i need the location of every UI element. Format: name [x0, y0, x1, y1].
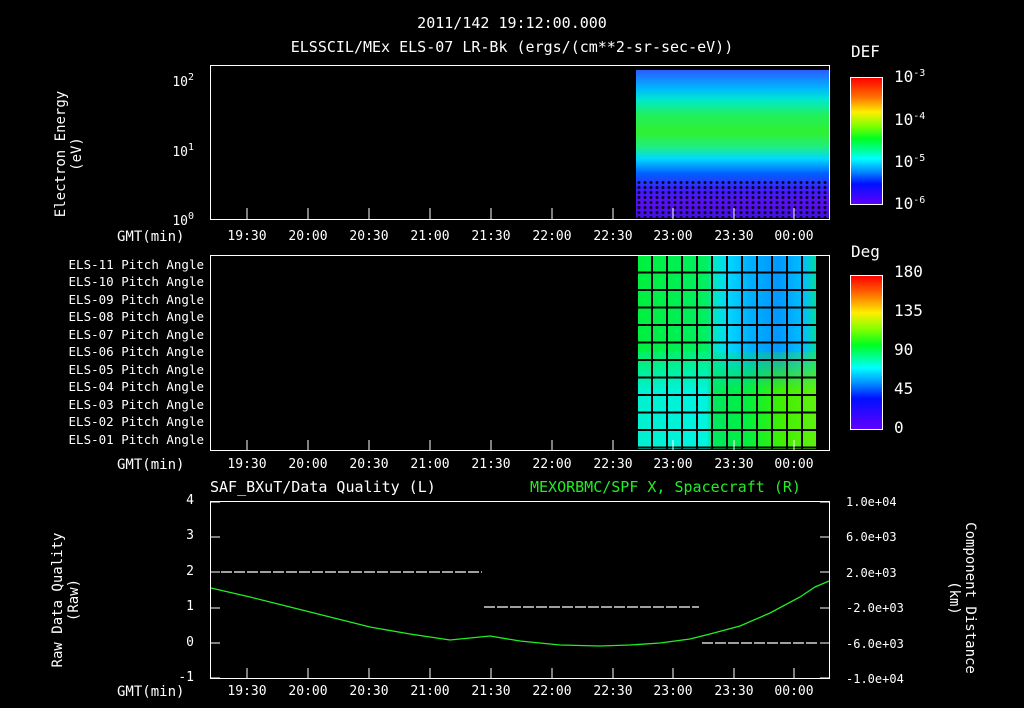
def-colorbar-title: DEF — [851, 42, 880, 61]
left-ytick: 4 — [186, 493, 194, 508]
panel2-xtick: 00:00 — [774, 457, 814, 472]
panel3-right-title: MEXORBMC/SPF X, Spacecraft (R) — [530, 478, 801, 496]
panel2-time-label: GMT(min) — [117, 457, 185, 473]
pitch-row-label: ELS-03 Pitch Angle — [68, 397, 204, 412]
panel2-frame — [210, 255, 830, 451]
pitch-row-label: ELS-09 Pitch Angle — [68, 292, 204, 307]
deg-colorbar-title: Deg — [851, 242, 880, 261]
def-colorbar-tick: 10-4 — [894, 110, 926, 129]
panel3-left-title: SAF_BXuT/Data Quality (L) — [210, 478, 436, 496]
pitch-row-label: ELS-02 Pitch Angle — [68, 414, 204, 429]
panel2-xtick: 19:30 — [227, 457, 267, 472]
panel1-xtick: 21:00 — [410, 229, 450, 244]
panel1-xtick: 23:00 — [653, 229, 693, 244]
pitch-row-label: ELS-08 Pitch Angle — [68, 309, 204, 324]
panel1-ytick-10: 101 — [172, 142, 194, 160]
def-colorbar-tick: 10-6 — [894, 194, 926, 213]
pitch-row-label: ELS-06 Pitch Angle — [68, 344, 204, 359]
def-colorbar — [850, 77, 883, 205]
energy-spectrogram-dropouts — [636, 180, 829, 218]
panel1-time-label: GMT(min) — [117, 229, 185, 245]
deg-colorbar — [850, 275, 883, 430]
deg-colorbar-tick: 180 — [894, 262, 923, 281]
deg-colorbar-tick: 0 — [894, 418, 904, 437]
panel2-xtick: 20:30 — [349, 457, 389, 472]
plot-subtitle: ELSSCIL/MEx ELS-07 LR-Bk (ergs/(cm**2-sr… — [290, 38, 734, 56]
pitch-row-label: ELS-11 Pitch Angle — [68, 257, 204, 272]
panel2-xtick: 23:30 — [714, 457, 754, 472]
panel3-xtick: 22:30 — [593, 684, 633, 699]
panel1-xtick: 22:30 — [593, 229, 633, 244]
panel3-xtick: 20:00 — [288, 684, 328, 699]
panel3-xtick: 23:00 — [653, 684, 693, 699]
right-ytick: 6.0e+03 — [846, 530, 897, 544]
left-ytick: 0 — [186, 635, 194, 650]
panel3-xtick: 20:30 — [349, 684, 389, 699]
panel1-ytick-1: 100 — [172, 211, 194, 229]
pitch-angle-grid — [638, 256, 818, 449]
left-ytick: 3 — [186, 528, 194, 543]
panel1-xtick: 20:00 — [288, 229, 328, 244]
left-ytick: 1 — [186, 599, 194, 614]
panel2-xtick: 22:00 — [532, 457, 572, 472]
panel1-xtick: 21:30 — [471, 229, 511, 244]
pitch-row-label: ELS-10 Pitch Angle — [68, 274, 204, 289]
left-ytick: 2 — [186, 564, 194, 579]
panel2-xtick: 20:00 — [288, 457, 328, 472]
panel1-frame — [210, 65, 830, 220]
def-colorbar-tick: 10-5 — [894, 152, 926, 171]
right-ytick: -1.0e+04 — [846, 672, 904, 686]
pitch-row-label: ELS-07 Pitch Angle — [68, 327, 204, 342]
deg-colorbar-tick: 135 — [894, 301, 923, 320]
deg-colorbar-tick: 90 — [894, 340, 914, 359]
panel3-xtick: 22:00 — [532, 684, 572, 699]
panel2-xtick: 22:30 — [593, 457, 633, 472]
panel1-xtick: 19:30 — [227, 229, 267, 244]
deg-colorbar-tick: 45 — [894, 379, 914, 398]
pitch-row-label: ELS-05 Pitch Angle — [68, 362, 204, 377]
pitch-row-label: ELS-04 Pitch Angle — [68, 379, 204, 394]
plot-timestamp: 2011/142 19:12:00.000 — [417, 14, 607, 32]
panel2-xtick: 23:00 — [653, 457, 693, 472]
panel3-frame — [210, 501, 830, 679]
spacecraft-x-line — [210, 580, 830, 647]
right-ytick: 2.0e+03 — [846, 566, 897, 580]
panel3-xtick: 00:00 — [774, 684, 814, 699]
right-ytick: -6.0e+03 — [846, 637, 904, 651]
panel1-xtick: 00:00 — [774, 229, 814, 244]
panel3-time-label: GMT(min) — [117, 684, 185, 700]
left-ytick: -1 — [178, 670, 194, 685]
panel1-xtick: 23:30 — [714, 229, 754, 244]
def-colorbar-tick: 10-3 — [894, 67, 926, 86]
panel3-xtick: 23:30 — [714, 684, 754, 699]
panel3-xtick: 21:30 — [471, 684, 511, 699]
right-ytick: 1.0e+04 — [846, 495, 897, 509]
pitch-row-label: ELS-01 Pitch Angle — [68, 432, 204, 447]
right-ytick: -2.0e+03 — [846, 601, 904, 615]
x-major-ticks — [246, 208, 795, 678]
left-yticks — [210, 501, 829, 679]
panel2-xtick: 21:30 — [471, 457, 511, 472]
panel1-ytick-100: 102 — [172, 72, 194, 90]
panel1-xtick: 20:30 — [349, 229, 389, 244]
panel1-xtick: 22:00 — [532, 229, 572, 244]
panel3-xtick: 21:00 — [410, 684, 450, 699]
panel3-xtick: 19:30 — [227, 684, 267, 699]
panel2-xtick: 21:00 — [410, 457, 450, 472]
